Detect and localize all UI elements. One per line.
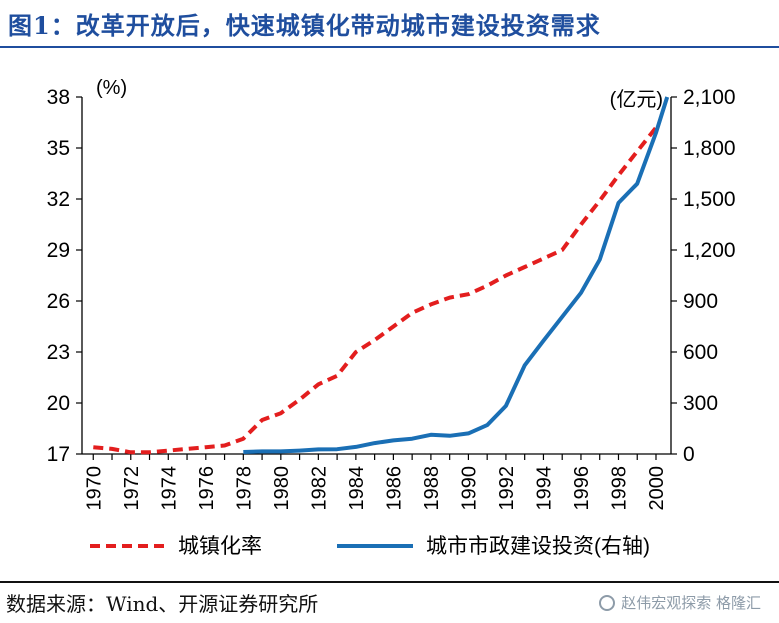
left-tick-label: 17 xyxy=(47,443,70,466)
title-divider xyxy=(0,46,779,48)
left-tick-label: 29 xyxy=(47,239,70,262)
watermark-text: 赵伟宏观探索 格隆汇 xyxy=(621,594,761,612)
legend-label-investment: 城市市政建设投资(右轴) xyxy=(426,535,650,558)
x-tick-label: 1992 xyxy=(496,466,518,511)
chart-title: 图1：改革开放后，快速城镇化带动城市建设投资需求 xyxy=(8,10,601,40)
title-bar: 图1：改革开放后，快速城镇化带动城市建设投资需求 xyxy=(0,0,779,46)
x-tick-label: 2000 xyxy=(646,466,668,511)
x-tick-label: 1978 xyxy=(233,466,255,511)
right-tick-label: 1,500 xyxy=(683,188,736,211)
x-tick-label: 1972 xyxy=(121,466,143,511)
left-tick-label: 38 xyxy=(47,86,70,109)
urbanization-rate-line xyxy=(93,126,658,455)
x-tick-label: 1986 xyxy=(383,466,405,511)
x-tick-label: 1980 xyxy=(271,466,293,511)
right-tick-label: 300 xyxy=(683,392,718,415)
right-tick-label: 2,100 xyxy=(683,86,736,109)
right-tick-label: 1,200 xyxy=(683,239,736,262)
x-tick-label: 1974 xyxy=(158,466,180,511)
watermark: 赵伟宏观探索 格隆汇 xyxy=(599,592,761,613)
line-chart: 17 20 23 26 29 32 35 38 0 300 600 900 1,200 1,500 1,80… xyxy=(47,77,736,558)
legend-label-urbanization: 城镇化率 xyxy=(178,535,262,558)
x-tick-label: 1998 xyxy=(608,466,630,511)
source-divider xyxy=(0,581,779,583)
left-axis-unit: (%) xyxy=(96,77,127,99)
municipal-investment-line xyxy=(243,96,670,454)
left-tick-label: 20 xyxy=(47,392,70,415)
right-tick-label: 1,800 xyxy=(683,137,736,160)
right-tick-label: 0 xyxy=(683,443,695,466)
x-tick-label: 1990 xyxy=(458,466,480,511)
right-axis-unit: (亿元) xyxy=(610,88,663,111)
left-tick-label: 23 xyxy=(47,341,70,364)
x-tick-label: 1970 xyxy=(83,466,105,511)
x-tick-label: 1982 xyxy=(308,466,330,511)
x-tick-label: 1994 xyxy=(533,466,555,511)
left-tick-label: 32 xyxy=(47,188,70,211)
left-tick-label: 35 xyxy=(47,137,70,160)
right-tick-label: 600 xyxy=(683,341,718,364)
source-note: 数据来源：Wind、开源证券研究所 xyxy=(6,592,319,616)
wechat-icon xyxy=(599,594,616,611)
x-tick-label: 1984 xyxy=(346,466,368,511)
x-tick-label: 1996 xyxy=(571,466,593,511)
right-tick-label: 900 xyxy=(683,290,718,313)
x-tick-label: 1976 xyxy=(196,466,218,511)
x-tick-label: 1988 xyxy=(421,466,443,511)
left-tick-label: 26 xyxy=(47,290,70,313)
